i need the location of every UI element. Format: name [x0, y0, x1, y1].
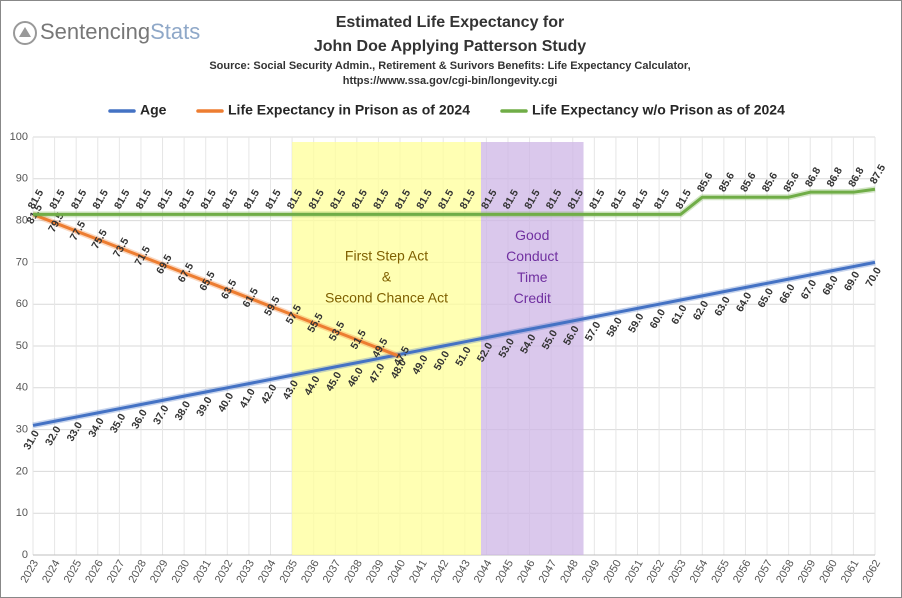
legend-label: Life Expectancy in Prison as of 2024 [228, 102, 470, 118]
y-tick-label: 100 [10, 131, 28, 143]
y-tick-label: 70 [16, 256, 28, 268]
y-tick-label: 10 [16, 507, 28, 519]
y-tick-label: 40 [16, 382, 28, 394]
logo-part: Sentencing [40, 19, 150, 44]
region-label: Good [515, 227, 549, 243]
region-label: Second Chance Act [325, 290, 448, 306]
series-line [32, 212, 401, 358]
legend-label: Life Expectancy w/o Prison as of 2024 [532, 102, 785, 118]
region-label: Time [517, 269, 548, 285]
region-label: Credit [514, 290, 551, 306]
chart-title: Estimated Life Expectancy for [336, 14, 565, 31]
shaded-region [292, 142, 481, 555]
region-label: & [382, 269, 392, 285]
y-tick-label: 30 [16, 424, 28, 436]
legend-label: Age [140, 102, 167, 118]
logo: SentencingStats [13, 19, 200, 45]
logo-icon-mark [19, 27, 31, 37]
region-label: Conduct [506, 248, 558, 264]
logo-text: SentencingStats [40, 19, 200, 44]
chart-title: John Doe Applying Patterson Study [314, 38, 586, 55]
chart-subtitle: https://www.ssa.gov/cgi-bin/longevity.cg… [343, 75, 558, 87]
y-tick-label: 80 [16, 215, 28, 227]
shaded-region [480, 142, 584, 555]
chart-subtitle: Source: Social Security Admin., Retireme… [209, 60, 690, 72]
y-tick-label: 20 [16, 465, 28, 477]
series-line [33, 187, 876, 216]
y-tick-label: 50 [16, 340, 28, 352]
y-tick-label: 0 [22, 549, 28, 561]
y-tick-label: 90 [16, 173, 28, 185]
logo-icon [13, 21, 37, 45]
y-tick-label: 60 [16, 298, 28, 310]
series-line [32, 260, 876, 427]
region-label: First Step Act [345, 248, 428, 264]
logo-part: Stats [150, 19, 200, 44]
